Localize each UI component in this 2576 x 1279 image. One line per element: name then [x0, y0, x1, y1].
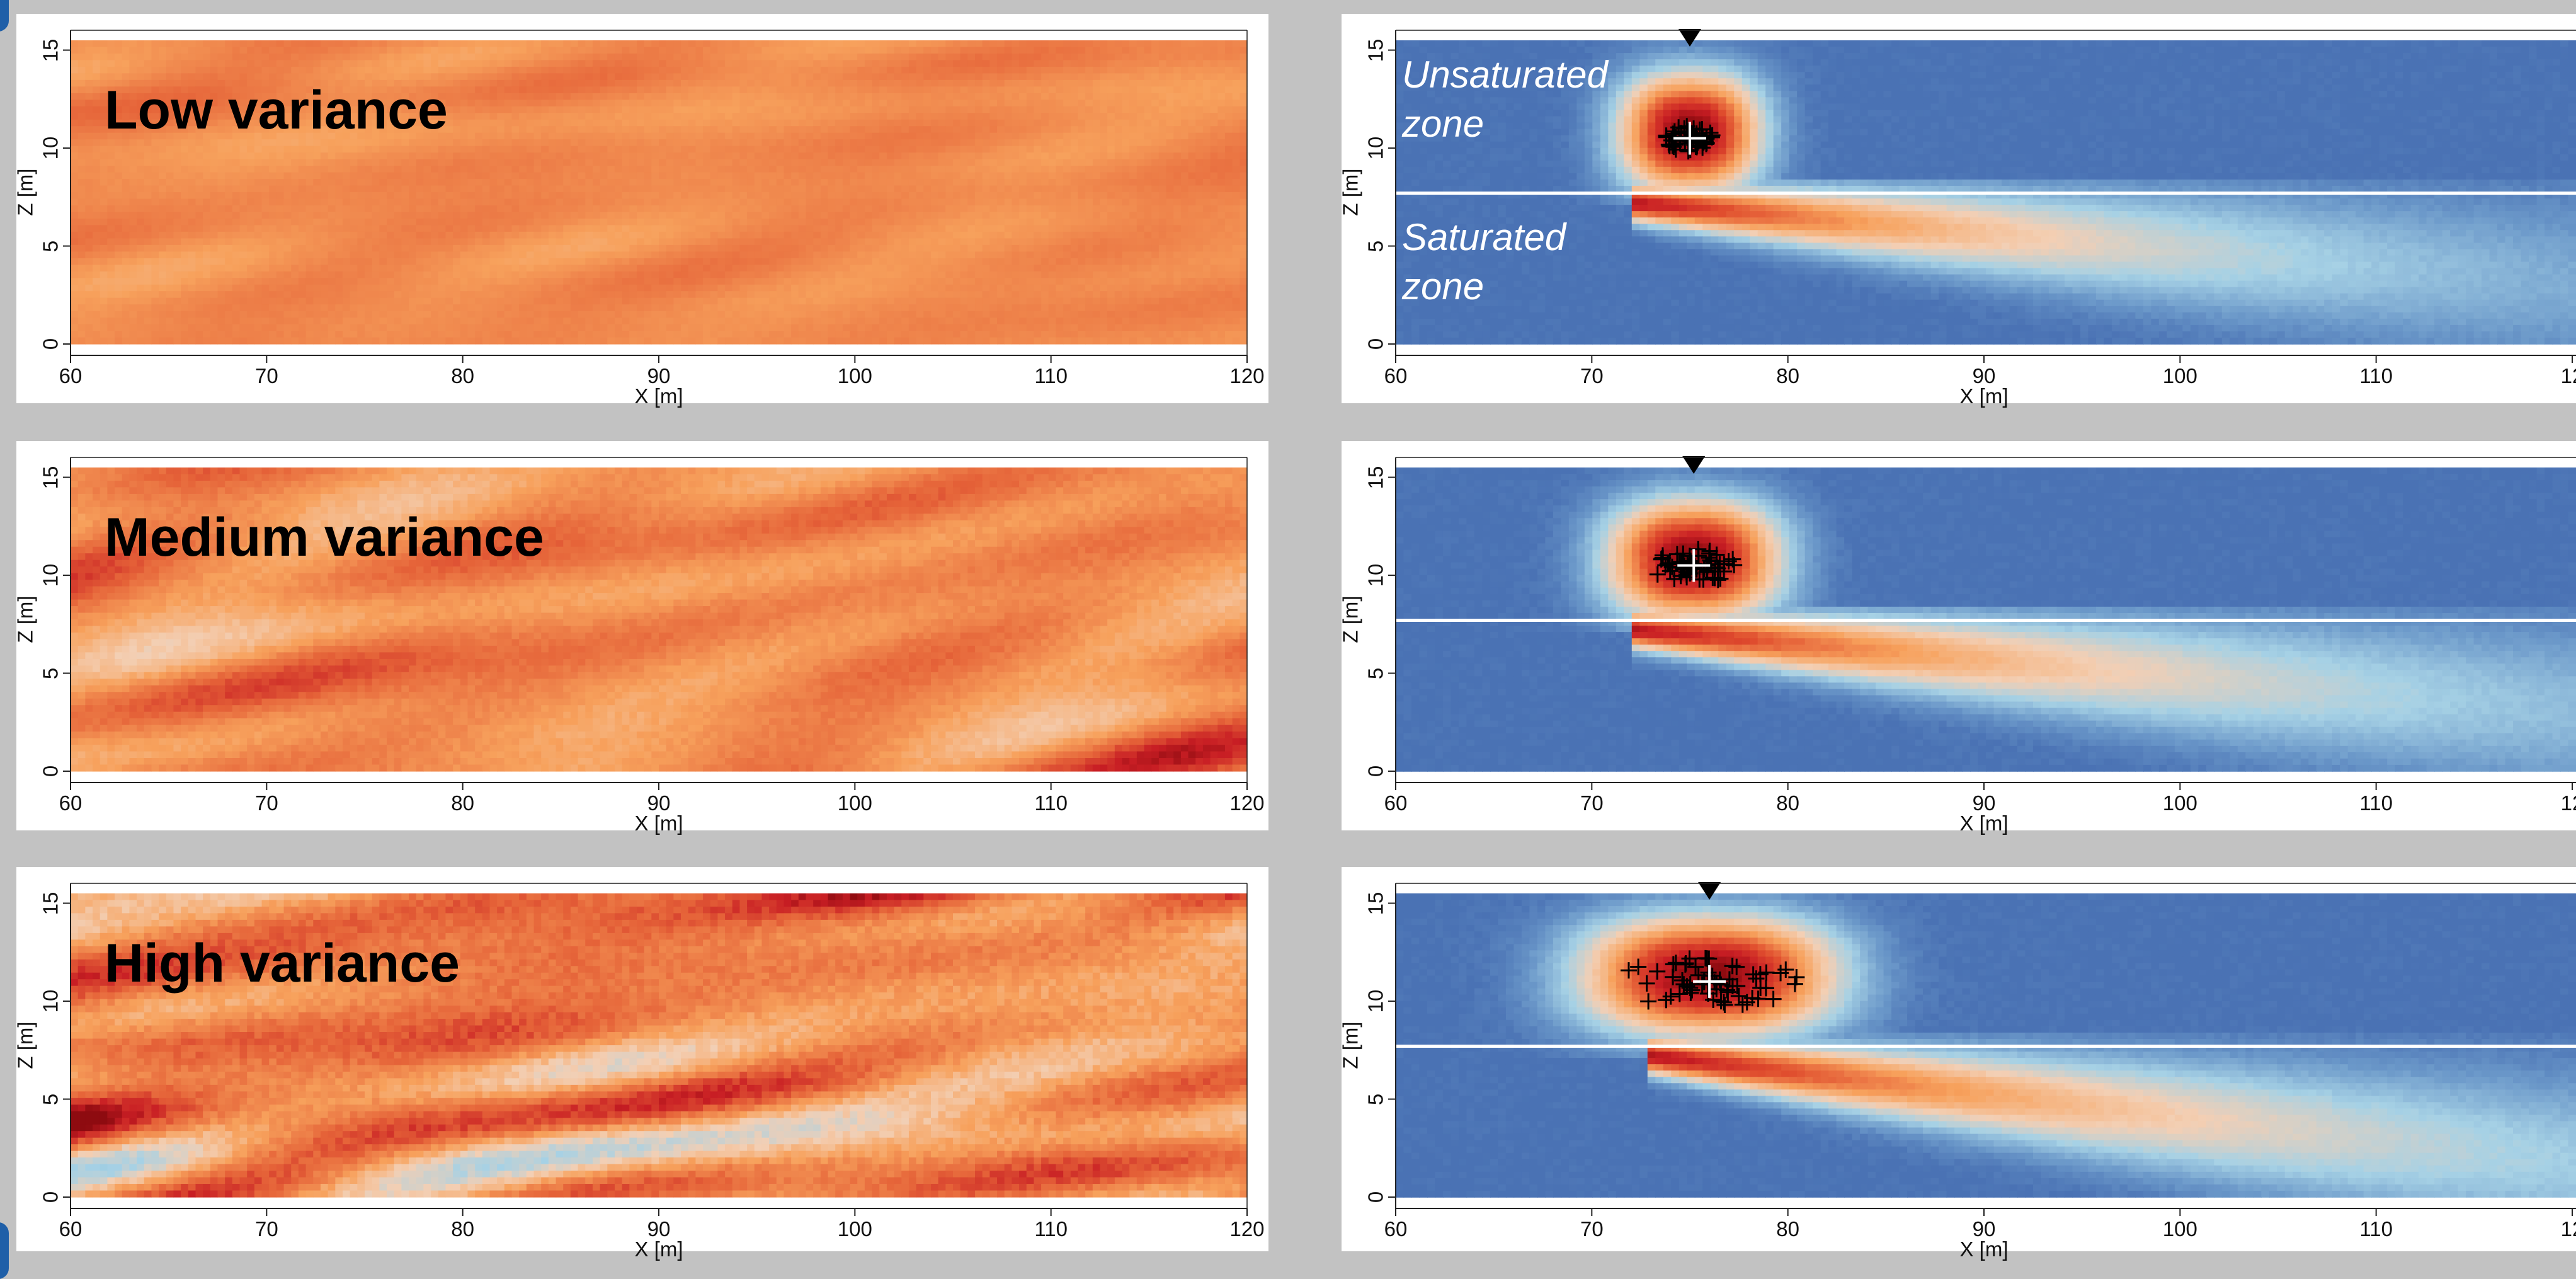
plume-panel-high: 6070809010011012051015X [m]Z [m] — [1342, 867, 2576, 1251]
x-tick-label: 70 — [1580, 1219, 1604, 1239]
z-tick-label: 10 — [1365, 137, 1386, 160]
z-tick-label: 10 — [40, 564, 61, 587]
x-tick-label: 60 — [59, 365, 83, 386]
x-tick-label: 70 — [255, 1219, 278, 1239]
x-tick-label: 60 — [59, 1219, 83, 1239]
z-tick-label: 10 — [40, 137, 61, 160]
z-tick-label: 0 — [40, 766, 61, 777]
z-tick-label: 10 — [40, 990, 61, 1013]
z-tick-label: 15 — [40, 38, 61, 62]
x-tick-label: 60 — [1384, 793, 1408, 813]
x-tick-label: 110 — [1034, 1219, 1068, 1239]
x-tick-label: 110 — [2359, 1219, 2393, 1239]
x-tick-label: 60 — [59, 793, 83, 813]
z-tick-label: 0 — [1365, 766, 1386, 777]
x-tick-label: 80 — [451, 1219, 474, 1239]
x-tick-label: 100 — [2163, 365, 2197, 386]
x-tick-label: 80 — [451, 365, 474, 386]
x-tick-label: 90 — [1973, 793, 1996, 813]
z-tick-label: 15 — [1365, 466, 1386, 489]
field-plot-medium — [16, 441, 1268, 830]
z-tick-label: 10 — [1365, 564, 1386, 587]
x-tick-label: 120 — [1229, 1219, 1264, 1239]
x-axis-label: X [m] — [1959, 386, 2008, 406]
x-tick-label: 90 — [647, 793, 671, 813]
z-tick-label: 0 — [1365, 338, 1386, 350]
z-axis-label: Z [m] — [15, 1021, 36, 1069]
panel-label-medium: Medium variance — [105, 510, 544, 565]
x-axis-label: X [m] — [634, 813, 683, 834]
z-axis-label: Z [m] — [1340, 168, 1361, 215]
x-tick-label: 70 — [1580, 365, 1604, 386]
z-tick-label: 5 — [1365, 240, 1386, 251]
z-tick-label: 5 — [1365, 1093, 1386, 1104]
x-tick-label: 100 — [838, 365, 872, 386]
x-tick-label: 12 — [2561, 1219, 2576, 1239]
x-tick-label: 70 — [1580, 793, 1604, 813]
x-tick-label: 80 — [1776, 1219, 1799, 1239]
x-tick-label: 100 — [2163, 1219, 2197, 1239]
x-tick-label: 90 — [1973, 1219, 1996, 1239]
z-tick-label: 0 — [40, 1191, 61, 1203]
z-tick-label: 15 — [40, 892, 61, 915]
plume-plot-high — [1342, 867, 2576, 1251]
x-tick-label: 110 — [1034, 793, 1068, 813]
x-tick-label: 90 — [647, 1219, 671, 1239]
x-tick-label: 80 — [451, 793, 474, 813]
panel-label-high: High variance — [105, 936, 460, 990]
x-tick-label: 70 — [255, 793, 278, 813]
x-tick-label: 110 — [2359, 793, 2393, 813]
x-tick-label: 60 — [1384, 365, 1408, 386]
z-tick-label: 5 — [40, 667, 61, 679]
plume-panel-medium: 6070809010011012051015X [m]Z [m] — [1342, 441, 2576, 830]
x-tick-label: 90 — [1973, 365, 1996, 386]
z-tick-label: 15 — [1365, 892, 1386, 915]
z-tick-label: 0 — [40, 338, 61, 350]
x-tick-label: 120 — [1229, 793, 1264, 813]
x-tick-label: 100 — [838, 793, 872, 813]
z-axis-label: Z [m] — [15, 168, 36, 215]
corner-decoration-bottom — [0, 1222, 9, 1279]
x-axis-label: X [m] — [1959, 1239, 2008, 1259]
z-tick-label: 5 — [40, 240, 61, 251]
x-axis-label: X [m] — [634, 386, 683, 406]
field-plot-low — [16, 14, 1268, 403]
z-tick-label: 0 — [1365, 1191, 1386, 1203]
z-tick-label: 5 — [1365, 667, 1386, 679]
x-tick-label: 12 — [2561, 793, 2576, 813]
x-tick-label: 80 — [1776, 365, 1799, 386]
x-tick-label: 12 — [2561, 365, 2576, 386]
x-axis-label: X [m] — [1959, 813, 2008, 834]
z-axis-label: Z [m] — [1340, 595, 1361, 643]
x-tick-label: 80 — [1776, 793, 1799, 813]
x-tick-label: 70 — [255, 365, 278, 386]
z-axis-label: Z [m] — [15, 595, 36, 643]
corner-decoration — [0, 0, 9, 32]
field-plot-high — [16, 867, 1268, 1251]
x-tick-label: 120 — [1229, 365, 1264, 386]
plume-plot-medium — [1342, 441, 2576, 830]
x-tick-label: 110 — [2359, 365, 2393, 386]
x-axis-label: X [m] — [634, 1239, 683, 1259]
z-tick-label: 10 — [1365, 990, 1386, 1013]
field-panel-low: Low variance 60 70 80 90 100 110 120 0 5 10 15 X [m… — [16, 14, 1268, 403]
panel-label-low: Low variance — [105, 83, 448, 137]
x-tick-label: 90 — [647, 365, 671, 386]
z-axis-label: Z [m] — [1340, 1021, 1361, 1069]
z-tick-label: 5 — [40, 1093, 61, 1104]
z-tick-label: 15 — [1365, 38, 1386, 62]
x-tick-label: 100 — [838, 1219, 872, 1239]
x-tick-label: 100 — [2163, 793, 2197, 813]
x-tick-label: 110 — [1034, 365, 1068, 386]
x-tick-label: 60 — [1384, 1219, 1408, 1239]
z-tick-label: 15 — [40, 466, 61, 489]
